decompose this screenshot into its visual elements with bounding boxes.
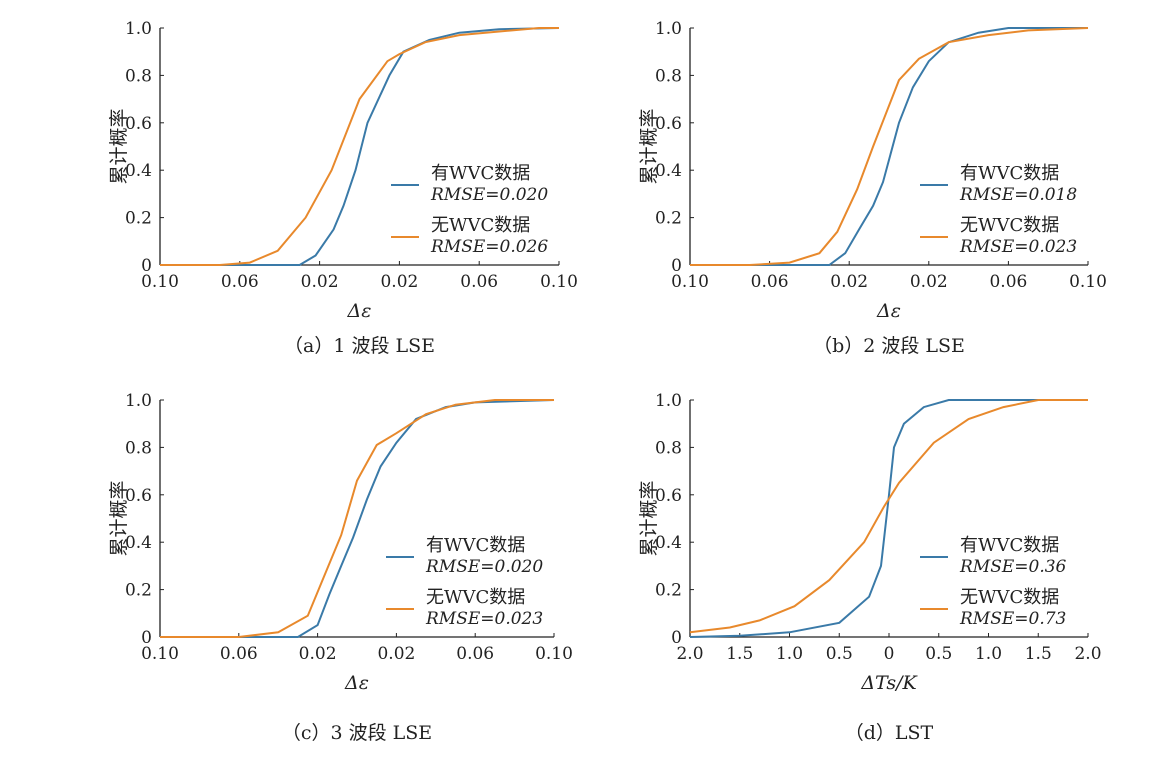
- y-tick-label: 1.0: [655, 391, 682, 411]
- y-tick-label: 0: [141, 256, 152, 276]
- legend-rmse: RMSE=0.018: [959, 185, 1077, 205]
- legend-label: 有WVC数据: [960, 535, 1059, 556]
- y-tick-label: 0.2: [125, 581, 152, 601]
- y-tick-label: 0: [671, 628, 682, 648]
- x-tick-label: 0.06: [221, 272, 259, 292]
- x-tick-label: 0.10: [535, 644, 573, 664]
- legend-rmse: RMSE=0.023: [959, 237, 1077, 257]
- y-tick-label: 0.2: [655, 209, 682, 229]
- legend-label: 有WVC数据: [426, 535, 525, 556]
- y-tick-label: 0.4: [655, 161, 682, 181]
- y-tick-label: 0.6: [655, 486, 682, 506]
- y-tick-label: 0.8: [125, 438, 152, 458]
- y-tick-label: 0: [141, 628, 152, 648]
- x-tick-label: 0.10: [1069, 272, 1107, 292]
- legend-rmse: RMSE=0.020: [425, 557, 543, 577]
- y-axis-label: 累计概率: [108, 108, 130, 184]
- x-tick-label: 2.0: [1074, 644, 1101, 664]
- x-axis-label: Δε: [876, 300, 901, 322]
- x-axis-label: Δε: [347, 300, 372, 322]
- series-line-0: [160, 27, 560, 266]
- x-tick-label: 0.02: [380, 272, 418, 292]
- x-tick-label: 0.02: [299, 644, 337, 664]
- x-tick-label: 0.5: [826, 644, 853, 664]
- legend-label: 无WVC数据: [960, 587, 1059, 608]
- series-line-0: [690, 27, 1088, 266]
- y-tick-label: 0.8: [655, 438, 682, 458]
- subplot-0: 0 0.2 0.4 0.6 0.8 1.0 0.10 0.06 0.02 0.02 0.06 0.10…: [108, 19, 578, 357]
- series-line-1: [160, 399, 554, 638]
- x-axis-label: ΔTs/K: [860, 672, 918, 694]
- x-tick-label: 0.10: [671, 272, 709, 292]
- x-tick-label: 0: [884, 644, 895, 664]
- legend-label: 无WVC数据: [431, 215, 530, 236]
- legend-rmse: RMSE=0.020: [430, 185, 548, 205]
- x-tick-label: 2.0: [676, 644, 703, 664]
- y-axis-label: 累计概率: [108, 480, 130, 556]
- subplot-1: 0 0.2 0.4 0.6 0.8 1.0 0.10 0.06 0.02 0.02 0.06 0.10…: [638, 19, 1107, 357]
- series-line-1: [160, 27, 559, 266]
- subplot-caption: （c）3 波段 LSE: [282, 722, 432, 744]
- x-tick-label: 0.02: [910, 272, 948, 292]
- y-tick-label: 0.6: [655, 114, 682, 134]
- x-tick-label: 0.10: [540, 272, 578, 292]
- legend-rmse: RMSE=0.73: [959, 609, 1066, 629]
- legend-label: 有WVC数据: [960, 163, 1059, 184]
- y-tick-label: 0.4: [655, 533, 682, 553]
- x-tick-label: 0.06: [989, 272, 1027, 292]
- series-line-1: [690, 27, 1089, 266]
- y-axis-label: 累计概率: [638, 108, 660, 184]
- y-tick-label: 0.2: [125, 209, 152, 229]
- x-tick-label: 0.10: [141, 272, 179, 292]
- y-tick-label: 0.2: [655, 581, 682, 601]
- x-tick-label: 0.02: [377, 644, 415, 664]
- legend-label: 有WVC数据: [431, 163, 530, 184]
- x-axis-label: Δε: [344, 672, 369, 694]
- subplot-caption: （b）2 波段 LSE: [813, 335, 965, 357]
- y-tick-label: 1.0: [125, 19, 152, 39]
- y-tick-label: 0: [671, 256, 682, 276]
- y-tick-label: 0.6: [125, 486, 152, 506]
- x-tick-label: 1.5: [726, 644, 753, 664]
- y-tick-label: 0.8: [655, 66, 682, 86]
- legend-label: 无WVC数据: [426, 587, 525, 608]
- x-tick-label: 1.0: [776, 644, 803, 664]
- y-tick-label: 0.4: [125, 161, 152, 181]
- y-tick-label: 0.4: [125, 533, 152, 553]
- x-tick-label: 0.10: [141, 644, 179, 664]
- y-axis-label: 累计概率: [638, 480, 660, 556]
- y-tick-label: 1.0: [125, 391, 152, 411]
- legend-rmse: RMSE=0.36: [959, 557, 1067, 577]
- legend-rmse: RMSE=0.023: [425, 609, 543, 629]
- x-tick-label: 1.0: [975, 644, 1002, 664]
- legend-label: 无WVC数据: [960, 215, 1059, 236]
- y-tick-label: 0.8: [125, 66, 152, 86]
- legend-rmse: RMSE=0.026: [430, 237, 548, 257]
- x-tick-label: 0.06: [220, 644, 258, 664]
- x-tick-label: 0.06: [456, 644, 494, 664]
- series-line-0: [689, 399, 1088, 638]
- x-tick-label: 0.06: [460, 272, 498, 292]
- x-tick-label: 0.02: [830, 272, 868, 292]
- series-line-1: [689, 399, 1088, 634]
- x-tick-label: 0.5: [925, 644, 952, 664]
- subplot-caption: （d）LST: [845, 722, 934, 744]
- y-tick-label: 0.6: [125, 114, 152, 134]
- subplot-caption: （a）1 波段 LSE: [284, 335, 435, 357]
- y-tick-label: 1.0: [655, 19, 682, 39]
- x-tick-label: 0.06: [751, 272, 789, 292]
- x-tick-label: 0.02: [301, 272, 339, 292]
- subplot-3: 0 0.2 0.4 0.6 0.8 1.0 2.0 1.5 1.0 0.5 0 0.5 1.0 1.5 2.…: [638, 391, 1102, 744]
- x-tick-label: 1.5: [1025, 644, 1052, 664]
- subplot-2: 0 0.2 0.4 0.6 0.8 1.0 0.10 0.06 0.02 0.02 0.06 0.10…: [108, 391, 573, 744]
